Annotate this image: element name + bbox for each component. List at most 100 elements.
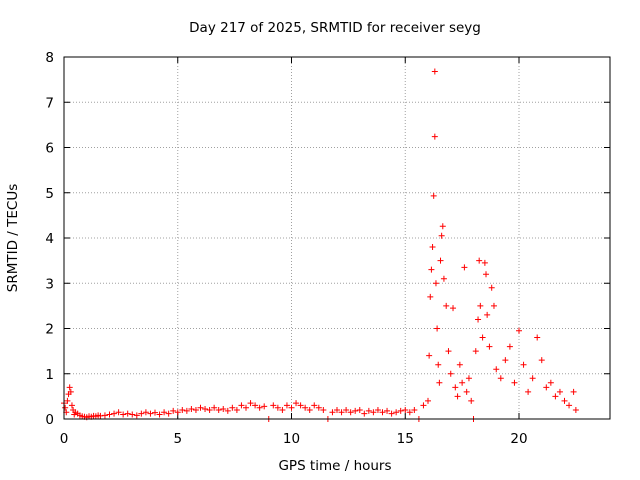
data-point xyxy=(338,409,345,416)
data-point xyxy=(211,404,218,411)
data-point xyxy=(379,409,386,416)
y-tick-label: 6 xyxy=(45,141,54,157)
data-point xyxy=(147,410,154,417)
y-tick-label: 1 xyxy=(45,367,54,383)
data-point xyxy=(233,406,240,413)
data-point xyxy=(64,397,71,404)
data-point xyxy=(488,284,495,291)
data-point xyxy=(493,366,500,373)
data-point xyxy=(561,397,568,404)
data-point xyxy=(525,388,532,395)
data-point xyxy=(161,409,168,416)
data-point xyxy=(547,379,554,386)
data-point xyxy=(374,406,381,413)
y-tick-label: 5 xyxy=(45,186,54,202)
data-point xyxy=(361,410,368,417)
data-point xyxy=(529,375,536,382)
data-point xyxy=(439,223,446,230)
data-point xyxy=(450,305,457,312)
data-point xyxy=(288,404,295,411)
data-point xyxy=(252,402,259,409)
data-point xyxy=(115,409,122,416)
y-tick-label: 7 xyxy=(45,95,54,111)
data-point xyxy=(106,411,113,418)
data-point xyxy=(516,327,522,334)
data-point xyxy=(67,388,74,395)
y-tick-label: 4 xyxy=(45,231,54,247)
data-point xyxy=(170,407,177,414)
data-point xyxy=(124,410,131,417)
data-point xyxy=(347,409,354,416)
data-point xyxy=(443,302,450,309)
data-point xyxy=(243,404,249,411)
data-point xyxy=(384,407,391,414)
data-point xyxy=(356,406,363,413)
data-point xyxy=(434,325,441,332)
x-tick-label: 20 xyxy=(510,431,527,447)
data-point xyxy=(206,406,213,413)
data-point xyxy=(179,406,186,413)
y-tick-label: 3 xyxy=(45,276,54,292)
data-point xyxy=(256,404,263,411)
data-point xyxy=(483,271,490,278)
data-point xyxy=(334,406,340,413)
data-point xyxy=(129,411,136,418)
data-point xyxy=(311,402,318,409)
data-point xyxy=(445,348,452,355)
data-point xyxy=(320,406,327,413)
data-point xyxy=(370,409,377,416)
data-point xyxy=(274,404,281,411)
data-point xyxy=(66,384,73,391)
data-point xyxy=(188,406,195,413)
data-point xyxy=(459,379,466,386)
data-point xyxy=(343,406,350,413)
data-point xyxy=(183,407,190,414)
data-point xyxy=(352,407,359,414)
data-points xyxy=(61,68,579,422)
data-point xyxy=(120,411,127,418)
data-point xyxy=(402,406,409,413)
data-point xyxy=(432,280,439,287)
data-point xyxy=(202,406,209,413)
data-point xyxy=(436,379,443,386)
data-point xyxy=(420,402,427,409)
data-point xyxy=(438,232,445,239)
data-point xyxy=(490,302,497,309)
data-point xyxy=(437,257,444,264)
data-point xyxy=(427,293,434,300)
x-tick-label: 5 xyxy=(173,431,182,447)
data-point xyxy=(152,409,158,416)
data-point xyxy=(365,407,372,414)
data-point xyxy=(556,388,563,395)
data-point xyxy=(461,264,468,271)
data-point xyxy=(447,370,454,377)
y-tick-label: 8 xyxy=(45,50,54,66)
data-point xyxy=(315,404,322,411)
plot-frame xyxy=(63,56,611,420)
data-point xyxy=(454,393,461,400)
grid xyxy=(64,57,610,419)
data-point xyxy=(174,409,181,416)
data-point xyxy=(261,403,268,410)
data-point xyxy=(215,406,222,413)
data-point xyxy=(440,275,447,282)
data-point xyxy=(511,379,518,386)
data-point xyxy=(468,397,475,404)
x-tick-label: 15 xyxy=(397,431,414,447)
data-point xyxy=(283,402,290,409)
data-point xyxy=(534,334,541,341)
data-point xyxy=(431,68,438,75)
data-point xyxy=(435,361,442,368)
data-point xyxy=(411,406,418,413)
data-point xyxy=(297,402,304,409)
data-point xyxy=(329,409,336,416)
data-point xyxy=(197,404,204,411)
data-point xyxy=(476,257,483,264)
data-point xyxy=(431,133,438,140)
data-point xyxy=(572,406,579,413)
data-point xyxy=(475,316,482,323)
y-axis-label: SRMTID / TECUs xyxy=(5,184,21,292)
data-point xyxy=(68,402,75,409)
x-tick-label: 10 xyxy=(283,431,300,447)
